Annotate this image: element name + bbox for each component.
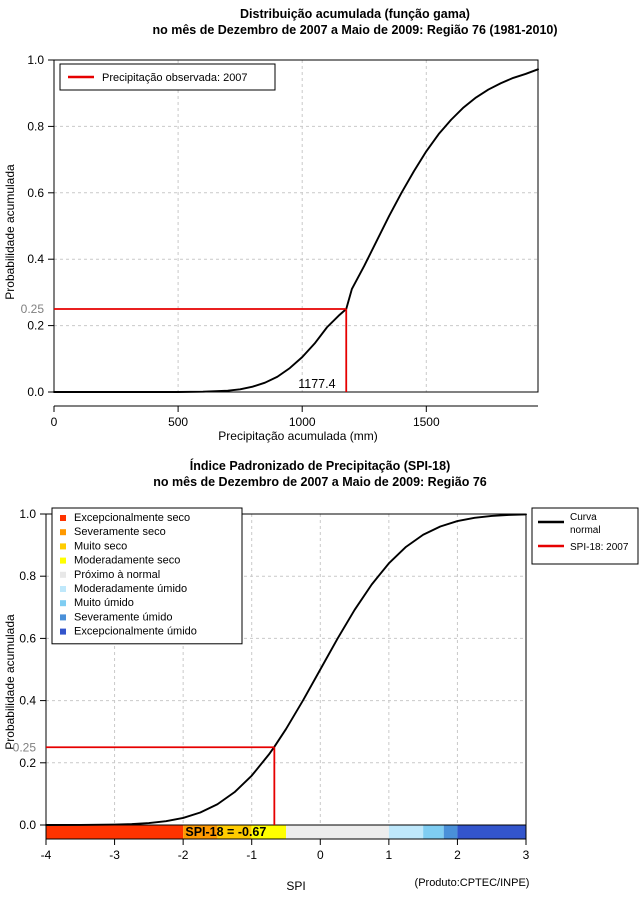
colorbar-segment <box>46 825 184 839</box>
xtick-label: 1500 <box>413 415 440 429</box>
producer-credit: (Produto:CPTEC/INPE) <box>415 877 530 889</box>
spi-title-line2: no mês de Dezembro de 2007 a Maio de 200… <box>153 475 487 489</box>
colorbar-segment <box>457 825 526 839</box>
ytick-label: 1.0 <box>27 53 44 67</box>
xtick-label: -2 <box>178 848 189 862</box>
xtick-label: -3 <box>109 848 120 862</box>
spi-category-legend: Excepcionalmente seco Severamente seco Mui… <box>51 507 243 645</box>
curve-legend-box <box>531 507 639 565</box>
xtick-label: 1 <box>386 848 393 862</box>
legend-box <box>59 63 276 91</box>
legend-label: Precipitação observada: 2007 <box>102 72 248 84</box>
plot-frame <box>53 59 539 393</box>
category-legend-box <box>51 507 243 645</box>
spi-colorbar <box>45 824 527 840</box>
category-color-swatch <box>60 529 66 536</box>
ytick-label: 0.8 <box>27 119 44 133</box>
xtick-label: -4 <box>41 848 52 862</box>
colorbar-segment <box>286 825 389 839</box>
gamma-cdf-chart: Distribuição acumulada (função gama) no … <box>3 7 558 443</box>
ytick-label: 0.2 <box>27 319 44 333</box>
gamma-legend: Precipitação observada: 2007 <box>59 63 276 91</box>
ytick-label: 0.6 <box>27 186 44 200</box>
spi-yaxis-label: Probabilidade acumulada <box>3 614 17 750</box>
colorbar-segment <box>183 825 218 839</box>
annotation-spi-label: SPI-18 = -0.67 <box>185 825 266 839</box>
spi-xaxis-label: SPI <box>286 879 305 893</box>
category-legend-label: Muito úmido <box>74 597 134 609</box>
spi-title-line1: Índice Padronizado de Precipitação (SPI-… <box>190 458 451 473</box>
category-legend-label: Moderadamente seco <box>74 555 180 567</box>
xtick-label: 0 <box>317 848 324 862</box>
colorbar-segment <box>443 825 458 839</box>
colorbar-segment <box>423 825 444 839</box>
xtick-label: 3 <box>523 848 530 862</box>
gamma-cdf-curve <box>53 68 539 393</box>
gamma-plot-area <box>53 59 539 393</box>
colorbar-segment <box>388 825 424 839</box>
xtick-label: 0 <box>51 415 58 429</box>
legend-spi-label: SPI-18: 2007 <box>570 542 629 553</box>
category-legend-label: Moderadamente úmido <box>74 583 187 595</box>
gamma-title-line1: Distribuição acumulada (função gama) <box>240 7 470 21</box>
spi-cdf-chart: Índice Padronizado de Precipitação (SPI-… <box>3 458 639 893</box>
ytick-label: 0.4 <box>19 694 36 708</box>
category-legend-label: Muito seco <box>74 540 127 552</box>
ytick-label: 1.0 <box>19 507 36 521</box>
category-color-swatch <box>60 628 66 635</box>
ytick-label: 0.8 <box>19 569 36 583</box>
plot-frame <box>45 513 527 826</box>
spi-plot-area <box>45 513 527 826</box>
spi-cdf-panel: Índice Padronizado de Precipitação (SPI-… <box>0 450 640 900</box>
annotation-x-label: 1177.4 <box>298 377 335 391</box>
gamma-gridlines <box>53 59 538 393</box>
xtick-label: 2 <box>454 848 461 862</box>
category-color-swatch <box>60 571 66 578</box>
spi-normal-curve <box>45 513 527 826</box>
annotation-y-label: 0.25 <box>21 302 45 316</box>
legend-curve-label-line1: Curva <box>570 512 597 523</box>
category-legend-label: Severamente úmido <box>74 611 172 623</box>
ytick-label: 0.6 <box>19 631 36 645</box>
ytick-label: 0.0 <box>19 818 36 832</box>
category-color-swatch <box>60 515 66 521</box>
category-legend-label: Severamente seco <box>74 526 166 538</box>
colorbar-segment <box>251 825 286 839</box>
spi-axis-ticks: -4 -3 -2 -1 0 1 2 3 0.0 0.2 0.4 0.6 0.8 1.0 <box>19 507 529 862</box>
xtick-label: -1 <box>246 848 257 862</box>
gamma-title-line2: no mês de Dezembro de 2007 a Maio de 200… <box>152 23 557 37</box>
ytick-label: 0.0 <box>27 385 44 399</box>
category-legend-label: Excepcionalmente seco <box>74 512 190 524</box>
colorbar-segment <box>217 825 252 839</box>
category-color-swatch <box>60 586 66 592</box>
category-color-swatch <box>60 600 66 607</box>
xtick-label: 500 <box>168 415 188 429</box>
gamma-cdf-panel: Distribuição acumulada (função gama) no … <box>3 7 558 443</box>
ytick-label: 0.2 <box>19 756 36 770</box>
gamma-xaxis-label: Precipitação acumulada (mm) <box>218 429 377 443</box>
gamma-annotations: 0.25 1177.4 <box>21 302 348 392</box>
category-legend-label: Próximo à normal <box>74 569 160 581</box>
category-color-swatch <box>60 557 66 564</box>
legend-curve-label-line2: normal <box>570 525 601 536</box>
xtick-label: 1000 <box>289 415 316 429</box>
category-color-swatch <box>60 543 66 550</box>
spi-curve-legend: Curva normal SPI-18: 2007 <box>531 507 639 565</box>
spi-annotations: 0.25 SPI-18 = -0.67 <box>13 740 276 839</box>
category-legend-label: Excepcionalmente úmido <box>74 626 197 638</box>
category-color-swatch <box>60 614 66 621</box>
gamma-yaxis-label: Probabilidade acumulada <box>3 164 17 300</box>
gamma-axis-ticks: 0 500 1000 1500 0.0 0.2 0.4 0.6 0.8 1.0 <box>27 53 538 429</box>
annotation-y-label: 0.25 <box>13 740 37 754</box>
ytick-label: 0.4 <box>27 252 44 266</box>
